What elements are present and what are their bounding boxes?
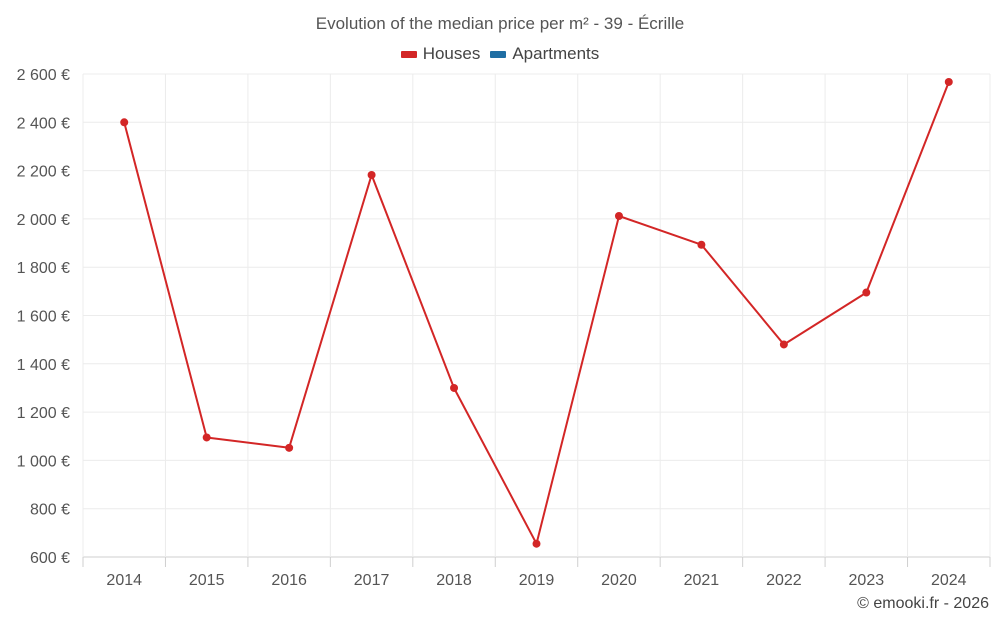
data-point-houses[interactable] (697, 240, 706, 249)
x-tick-label: 2021 (684, 572, 720, 589)
legend-swatch-houses (400, 50, 417, 58)
legend: Houses Apartments (0, 44, 1000, 64)
data-point-houses[interactable] (614, 212, 623, 221)
y-tick-label: 2 400 € (17, 115, 70, 132)
data-point-houses[interactable] (779, 340, 788, 349)
x-tick-label: 2016 (271, 572, 307, 589)
legend-label-apartments: Apartments (512, 44, 600, 63)
data-point-houses[interactable] (532, 539, 541, 548)
y-tick-label: 1 200 € (17, 405, 70, 422)
x-tick-label: 2024 (931, 572, 967, 589)
x-tick-label: 2014 (106, 572, 142, 589)
data-point-houses[interactable] (285, 443, 294, 452)
data-point-houses[interactable] (202, 433, 211, 442)
y-tick-label: 2 200 € (17, 164, 70, 181)
x-tick-label: 2015 (189, 572, 225, 589)
data-point-houses[interactable] (120, 118, 129, 127)
y-tick-label: 1 400 € (17, 357, 70, 374)
x-tick-label: 2019 (519, 572, 555, 589)
y-tick-label: 1 000 € (17, 453, 70, 470)
legend-item-apartments[interactable]: Apartments (490, 44, 599, 64)
data-point-houses[interactable] (944, 77, 953, 86)
x-tick-label: 2020 (601, 572, 637, 589)
legend-swatch-apartments (490, 50, 507, 58)
x-tick-label: 2018 (436, 572, 472, 589)
x-tick-label: 2017 (354, 572, 390, 589)
credit-text: © emooki.fr - 2026 (857, 595, 989, 612)
y-tick-label: 2 600 € (17, 67, 70, 84)
data-point-houses[interactable] (862, 288, 871, 297)
data-point-houses[interactable] (450, 383, 459, 392)
x-tick-label: 2023 (849, 572, 885, 589)
chart-title: Evolution of the median price per m² - 3… (315, 14, 685, 33)
legend-label-houses: Houses (422, 44, 481, 63)
data-point-houses[interactable] (367, 170, 376, 179)
x-tick-label: 2022 (766, 572, 802, 589)
y-tick-label: 600 € (30, 550, 70, 567)
y-tick-label: 1 800 € (17, 260, 70, 277)
y-tick-label: 1 600 € (17, 309, 70, 326)
legend-item-houses[interactable]: Houses (400, 44, 481, 64)
y-tick-label: 800 € (30, 502, 70, 519)
y-tick-label: 2 000 € (17, 212, 70, 229)
